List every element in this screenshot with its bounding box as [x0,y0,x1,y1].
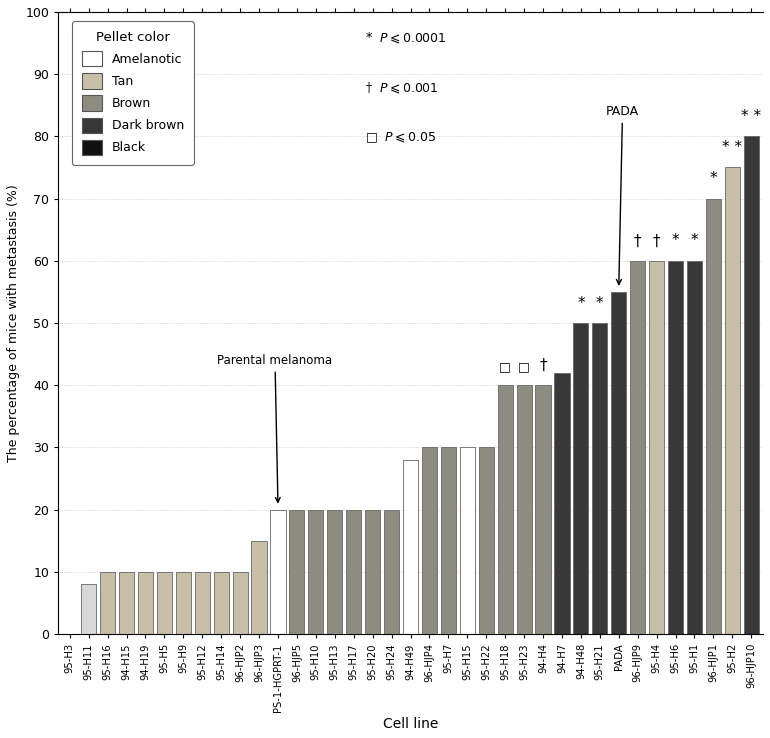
Bar [290,510,304,634]
Y-axis label: The percentage of mice with metastasis (%): The percentage of mice with metastasis (… [7,184,20,462]
Text: †: † [634,233,641,249]
Bar [233,572,248,634]
Bar [725,168,740,634]
Text: *: * [596,296,604,311]
Text: * *: * * [742,109,762,124]
Text: □  $P \leqslant 0.05$: □ $P \leqslant 0.05$ [365,130,436,145]
Bar [611,292,626,634]
Bar [81,584,96,634]
Bar [384,510,399,634]
Bar [365,510,380,634]
Bar [195,572,210,634]
Bar [592,323,608,634]
Bar [554,373,570,634]
Bar [157,572,172,634]
Bar [687,261,702,634]
Bar [630,261,645,634]
Text: * *: * * [722,140,742,155]
Text: □: □ [518,360,530,373]
Bar [479,447,494,634]
Bar [346,510,361,634]
Bar [574,323,588,634]
Bar [497,385,513,634]
Bar [138,572,153,634]
Bar [744,137,758,634]
Text: †  $P \leqslant 0.001$: † $P \leqslant 0.001$ [365,80,438,95]
Bar [706,199,721,634]
Text: *: * [577,296,584,311]
Text: *: * [710,171,717,186]
Text: *: * [671,233,679,249]
Text: †: † [539,358,547,373]
Bar [668,261,683,634]
Bar [517,385,531,634]
Bar [100,572,116,634]
Bar [308,510,323,634]
Bar [460,447,475,634]
Legend: Amelanotic, Tan, Brown, Dark brown, Black: Amelanotic, Tan, Brown, Dark brown, Blac… [72,21,194,165]
Bar [213,572,229,634]
Text: *: * [691,233,698,249]
Bar [119,572,134,634]
Bar [440,447,456,634]
Bar [252,541,266,634]
Bar [649,261,665,634]
X-axis label: Cell line: Cell line [383,717,438,731]
Bar [422,447,437,634]
Bar [176,572,191,634]
Text: PADA: PADA [606,105,639,284]
Bar [403,460,418,634]
Text: Parental melanoma: Parental melanoma [217,354,333,503]
Text: †: † [653,233,661,249]
Text: *  $P \leqslant 0.0001$: * $P \leqslant 0.0001$ [365,30,447,46]
Bar [535,385,551,634]
Bar [270,510,286,634]
Text: □: □ [499,360,511,373]
Bar [327,510,343,634]
